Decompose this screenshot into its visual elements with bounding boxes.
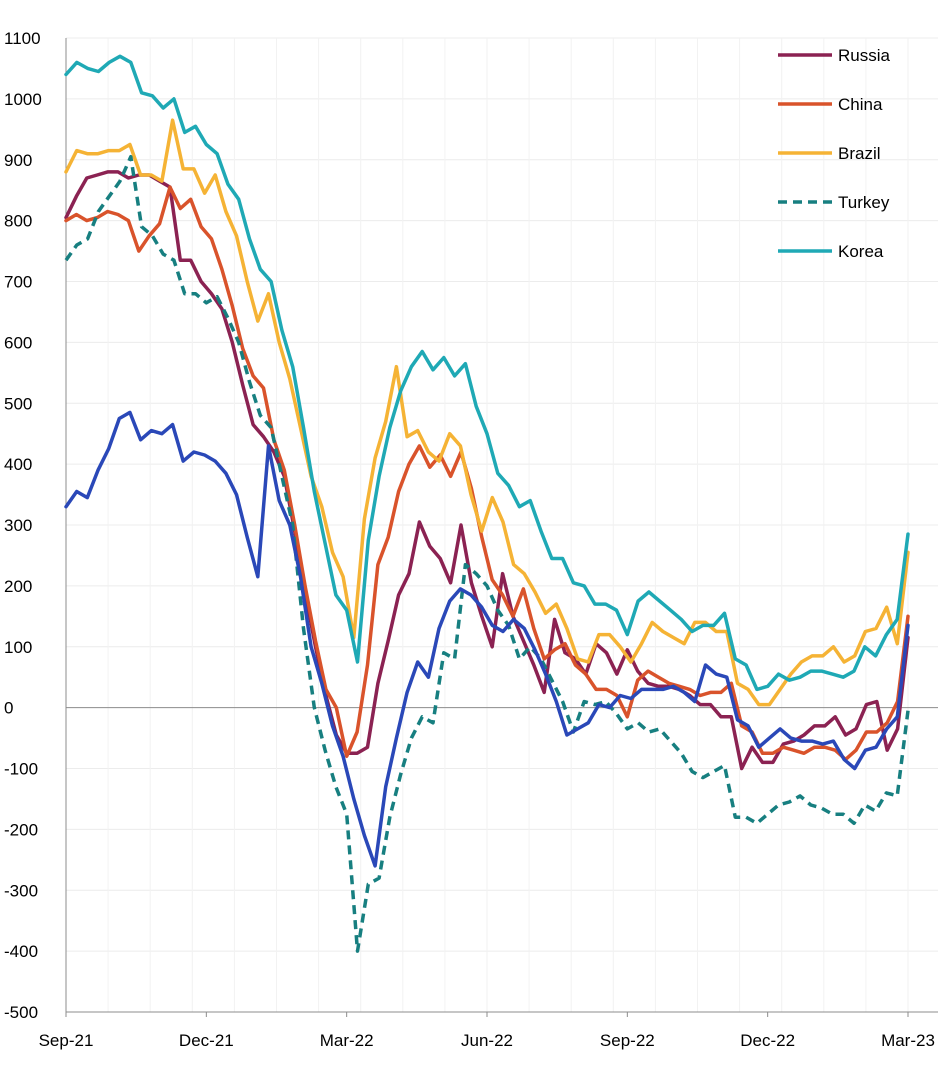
legend-label-russia: Russia bbox=[838, 46, 891, 65]
series-line-turkey bbox=[64, 154, 910, 953]
series-line-russia bbox=[64, 170, 910, 771]
y-tick-label: 1000 bbox=[4, 90, 42, 109]
legend-label-korea: Korea bbox=[838, 242, 884, 261]
y-tick-label: 300 bbox=[4, 516, 32, 535]
series-line-unnamed bbox=[64, 410, 910, 868]
y-tick-label: -300 bbox=[4, 881, 38, 900]
legend: Russia China Brazil Turkey Korea bbox=[778, 46, 891, 261]
legend-label-china: China bbox=[838, 95, 883, 114]
legend-label-brazil: Brazil bbox=[838, 144, 881, 163]
x-tick-label: Mar-23 bbox=[881, 1031, 935, 1050]
y-tick-label: -400 bbox=[4, 942, 38, 961]
tick-labels: 110010009008007006005004003002001000-100… bbox=[4, 29, 935, 1050]
axes bbox=[65, 38, 938, 1017]
x-tick-label: Dec-21 bbox=[179, 1031, 234, 1050]
y-tick-label: -100 bbox=[4, 760, 38, 779]
y-tick-label: 600 bbox=[4, 333, 32, 352]
y-tick-label: 0 bbox=[4, 699, 13, 718]
y-tick-label: 500 bbox=[4, 394, 32, 413]
gridlines bbox=[66, 37, 938, 1013]
y-tick-label: 200 bbox=[4, 577, 32, 596]
y-tick-label: 800 bbox=[4, 212, 32, 231]
x-tick-label: Sep-21 bbox=[39, 1031, 94, 1050]
x-tick-label: Sep-22 bbox=[600, 1031, 655, 1050]
legend-label-turkey: Turkey bbox=[838, 193, 890, 212]
series-line-brazil bbox=[64, 118, 910, 707]
x-tick-label: Dec-22 bbox=[740, 1031, 795, 1050]
y-tick-label: -500 bbox=[4, 1003, 38, 1022]
y-tick-label: 100 bbox=[4, 638, 32, 657]
y-tick-label: 900 bbox=[4, 151, 32, 170]
x-tick-label: Jun-22 bbox=[461, 1031, 513, 1050]
y-tick-label: 700 bbox=[4, 273, 32, 292]
y-tick-label: 1100 bbox=[4, 29, 41, 48]
y-tick-label: 400 bbox=[4, 455, 32, 474]
x-tick-label: Mar-22 bbox=[320, 1031, 374, 1050]
series-lines bbox=[64, 54, 910, 953]
y-tick-label: -200 bbox=[4, 820, 38, 839]
series-line-china bbox=[64, 185, 910, 762]
series-line-korea bbox=[64, 54, 910, 692]
